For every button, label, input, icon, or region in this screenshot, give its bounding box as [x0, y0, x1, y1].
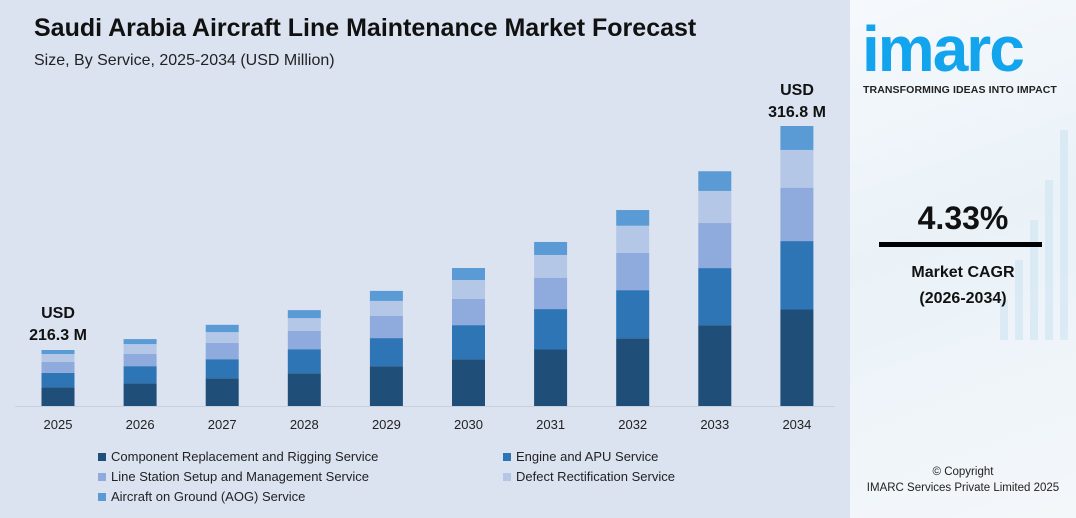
bar-segment: [369, 300, 403, 317]
legend-item: Engine and APU Service: [503, 449, 658, 464]
bar-segment: [205, 332, 239, 343]
legend-label: Component Replacement and Rigging Servic…: [111, 449, 379, 464]
last-value-annotation: USD 316.8 M: [752, 80, 842, 124]
bar-segment: [369, 338, 403, 367]
bar-segment: [452, 280, 485, 299]
bar-segment: [287, 349, 321, 374]
copyright: © Copyright IMARC Services Private Limit…: [850, 464, 1076, 496]
legend-swatch: [503, 452, 511, 461]
bar-segment: [123, 344, 157, 354]
bar-segment: [698, 268, 732, 326]
bar-segment: [369, 366, 403, 406]
bar-segment: [616, 290, 650, 339]
bar-segment: [452, 267, 485, 281]
legend-item: Aircraft on Ground (AOG) Service: [98, 489, 305, 504]
x-tick-label: 2031: [536, 417, 565, 432]
bar-segment: [41, 387, 75, 406]
bar-segment: [534, 309, 568, 350]
bar-segment: [123, 353, 157, 367]
x-tick-label: 2027: [208, 417, 237, 432]
bar-segment: [452, 359, 485, 406]
divider: [879, 242, 1042, 247]
x-tick-label: 2030: [454, 417, 483, 432]
bar-segment: [616, 338, 650, 406]
bar-segment: [41, 361, 75, 373]
x-tick-label: 2033: [700, 417, 729, 432]
bar-segment: [534, 349, 568, 406]
legend-label: Defect Rectification Service: [516, 469, 675, 484]
annotation-value: 316.8 M: [768, 104, 826, 121]
bar-segment: [534, 254, 568, 278]
bar-segment: [780, 241, 814, 310]
side-panel: imarc TRANSFORMING IDEAS INTO IMPACT 4.3…: [850, 0, 1076, 518]
stacked-bar-chart: 2025 2026 2027 2028 2029 2030 2031 2032 2033 2034: [15, 126, 835, 432]
annotation-value: 216.3 M: [29, 327, 87, 344]
bar-segment: [369, 316, 403, 339]
legend-swatch: [98, 492, 106, 501]
cagr-value: 4.33%: [917, 200, 1009, 236]
bar-segment: [616, 252, 650, 291]
x-tick-label: 2029: [372, 417, 401, 432]
bar-segment: [287, 318, 321, 331]
legend-label: Engine and APU Service: [516, 449, 659, 464]
bar-segment: [452, 325, 485, 360]
bar-segment: [534, 241, 568, 255]
legend-swatch: [503, 472, 511, 481]
bar-segment: [780, 126, 814, 150]
chart-area: Saudi Arabia Aircraft Line Maintenance M…: [0, 0, 850, 518]
x-tick-label: 2025: [44, 417, 73, 432]
bar-segment: [369, 290, 403, 301]
x-tick-label: 2034: [782, 417, 811, 432]
bar-segment: [41, 372, 75, 388]
bar-segment: [123, 339, 157, 345]
imarc-logo: imarc: [862, 13, 1025, 85]
company-name: IMARC Services Private Limited 2025: [866, 482, 1060, 494]
legend-label: Line Station Setup and Management Servic…: [111, 469, 370, 484]
x-tick-label: 2028: [290, 417, 319, 432]
bar-segment: [698, 190, 732, 224]
bar-segment: [41, 354, 75, 362]
x-tick-label: 2026: [126, 417, 155, 432]
bar-segment: [123, 366, 157, 384]
bar-segment: [287, 330, 321, 350]
bar-segment: [616, 210, 650, 226]
legend-label: Aircraft on Ground (AOG) Service: [111, 489, 306, 504]
bar-segment: [287, 373, 321, 406]
legend-swatch: [98, 452, 106, 461]
bar-segment: [41, 350, 75, 355]
bar-segment: [698, 171, 732, 191]
bar-segment: [780, 149, 814, 188]
chart-subtitle: Size, By Service, 2025-2034 (USD Million…: [34, 52, 335, 69]
bar-segment: [205, 342, 239, 360]
bar-segment: [698, 223, 732, 269]
bar-segment: [452, 298, 485, 326]
cagr-label-text: Market CAGR: [911, 264, 1015, 281]
chart-title: Saudi Arabia Aircraft Line Maintenance M…: [34, 14, 697, 42]
bar-segment: [205, 359, 239, 379]
annotation-currency: USD: [780, 82, 814, 99]
legend-item: Defect Rectification Service: [503, 469, 675, 484]
annotation-currency: USD: [41, 305, 75, 322]
bar-segment: [780, 187, 814, 242]
bar-segment: [616, 225, 650, 253]
legend-item: Component Replacement and Rigging Servic…: [98, 449, 378, 464]
bar-segment: [698, 325, 732, 406]
bar-segment: [780, 309, 814, 406]
legend-swatch: [98, 472, 106, 481]
bar-segment: [534, 277, 568, 310]
cagr-label: Market CAGR (2026-2034): [850, 260, 1076, 312]
bar-segment: [123, 383, 157, 406]
copyright-symbol-text: © Copyright: [932, 466, 994, 478]
logo-tagline: TRANSFORMING IDEAS INTO IMPACT: [863, 84, 1057, 96]
bar-segment: [287, 310, 321, 319]
x-tick-label: 2032: [618, 417, 647, 432]
cagr-period: (2026-2034): [919, 290, 1007, 307]
legend-item: Line Station Setup and Management Servic…: [98, 469, 369, 484]
first-value-annotation: USD 216.3 M: [13, 303, 103, 347]
bar-segment: [205, 378, 239, 406]
bar-segment: [205, 324, 239, 333]
